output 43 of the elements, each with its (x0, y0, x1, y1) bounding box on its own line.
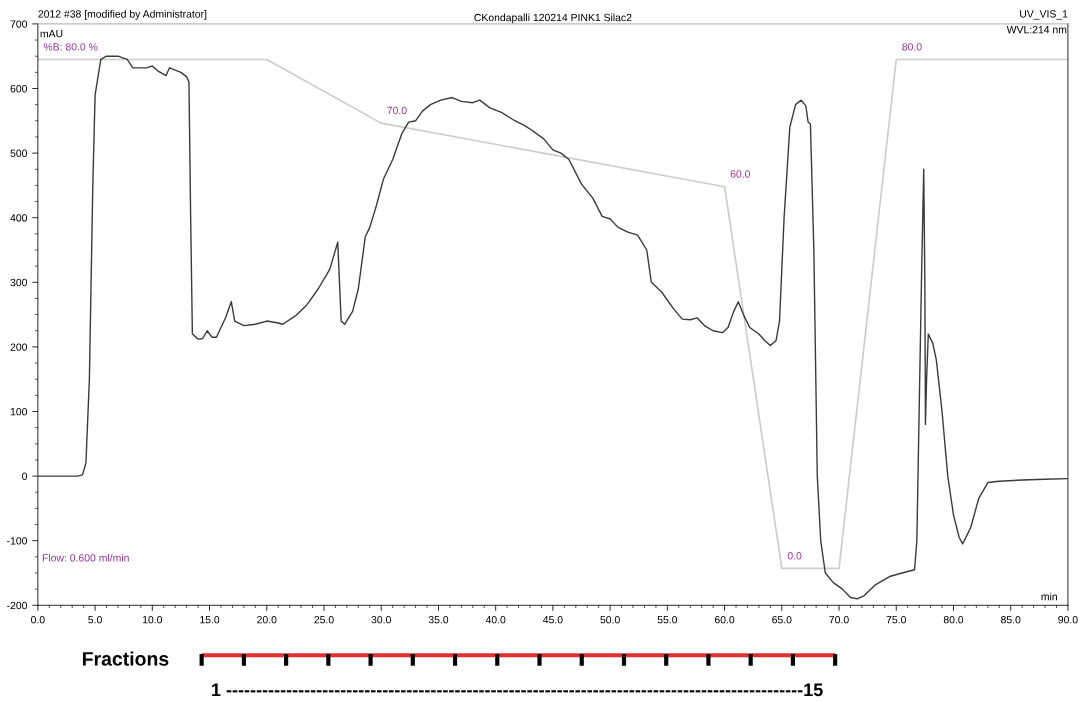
data-label: 60.0 (730, 170, 750, 178)
x-tick-label: 45.0 (543, 615, 563, 624)
x-tick-label: 75.0 (886, 615, 906, 624)
text: 1 ------------------------------------------------------------------------------------------------15 (212, 683, 823, 697)
x-tick-label: 80.0 (943, 615, 964, 624)
text: UV_VIS_1 (1020, 10, 1068, 20)
x-tick-label: 0.0 (31, 615, 45, 624)
x-tick-label: 90.0 (1058, 615, 1078, 624)
x-tick-label: 60.0 (714, 615, 735, 624)
x-tick-label: 85.0 (1001, 615, 1021, 624)
x-tick-label: 20.0 (257, 615, 277, 624)
data-label: 0.0 (787, 552, 802, 560)
y-tick-label: -200 (7, 601, 28, 610)
x-tick-label: 15.0 (200, 615, 220, 624)
text: 2012 #38 [modified by Administrator] (38, 9, 207, 20)
y-tick-label: 400 (10, 214, 28, 222)
x-tick-label: 10.0 (142, 615, 163, 624)
y-tick-label: 600 (10, 85, 28, 93)
x-tick-label: 25.0 (314, 615, 334, 624)
annotation: Flow: 0.600 ml/min (42, 553, 129, 562)
x-tick-label: 65.0 (772, 615, 792, 624)
y-tick-label: 700 (10, 20, 28, 28)
y-tick-label: 0 (22, 472, 28, 480)
y-tick-label: 300 (10, 278, 28, 287)
y-tick-label: 100 (10, 407, 28, 416)
data-label: 70.0 (387, 106, 407, 115)
y-tick-label: -100 (7, 537, 28, 545)
y-tick-label: 500 (10, 149, 28, 157)
chart-title: CKondapalli 120214 PINK1 Silac2 (474, 13, 632, 24)
x-tick-label: 5.0 (88, 615, 102, 624)
x-tick-label: 35.0 (428, 615, 449, 624)
x-tick-label: 40.0 (485, 615, 506, 624)
x-tick-label: 30.0 (371, 615, 391, 624)
annotation: WVL:214 nm (1006, 25, 1067, 34)
x-axis-title: min (1041, 592, 1057, 601)
text: Fractions (82, 651, 169, 666)
data-label: %B: 80.0 % (43, 43, 98, 51)
y-axis-title: mAU (40, 30, 63, 38)
x-tick-label: 70.0 (829, 615, 849, 624)
data-label: 80.0 (902, 43, 922, 51)
x-tick-label: 55.0 (657, 615, 678, 624)
y-tick-label: 200 (10, 343, 28, 351)
x-tick-label: 50.0 (600, 615, 620, 624)
